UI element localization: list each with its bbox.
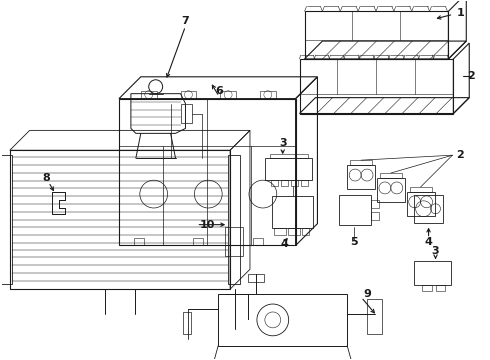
Text: 4: 4 [281, 239, 289, 249]
Bar [141, 91, 157, 99]
Bar [301, 228, 310, 235]
Bar [260, 91, 276, 99]
Bar [248, 274, 264, 282]
Bar [180, 104, 193, 123]
Bar [270, 154, 308, 158]
Text: 3: 3 [279, 138, 287, 148]
Text: 10: 10 [199, 220, 215, 230]
Text: 8: 8 [43, 173, 50, 183]
Bar [300, 180, 308, 186]
Text: 4: 4 [425, 237, 433, 247]
Bar [436, 285, 445, 291]
Bar [421, 285, 432, 291]
Bar [414, 261, 451, 285]
Text: 3: 3 [432, 247, 440, 256]
Bar [414, 195, 443, 223]
Bar [380, 173, 402, 178]
Bar [371, 212, 379, 220]
Text: 5: 5 [350, 237, 358, 247]
Bar [288, 228, 299, 235]
Bar [180, 91, 196, 99]
Bar [339, 195, 371, 225]
Bar [0, 155, 12, 284]
Bar [265, 158, 313, 180]
Bar [134, 238, 144, 246]
Text: 6: 6 [215, 86, 223, 96]
Text: 9: 9 [363, 289, 371, 299]
Bar [291, 180, 297, 186]
Text: 1: 1 [457, 8, 464, 18]
Bar [350, 160, 372, 165]
Bar [272, 196, 314, 228]
Bar [119, 99, 295, 246]
Bar [253, 238, 263, 246]
Text: 7: 7 [182, 16, 189, 26]
Bar [410, 187, 432, 192]
Bar [10, 150, 230, 289]
Bar [228, 155, 240, 284]
Bar [220, 91, 236, 99]
Bar [407, 192, 435, 216]
Text: 2: 2 [467, 71, 475, 81]
Bar [194, 238, 203, 246]
Bar [347, 165, 375, 189]
Bar [371, 200, 379, 208]
Bar [183, 312, 192, 334]
Text: 2: 2 [457, 150, 464, 160]
Bar [271, 180, 278, 186]
Bar [305, 11, 448, 59]
Bar [281, 180, 288, 186]
Bar [218, 294, 347, 346]
Bar [274, 228, 286, 235]
Bar [299, 59, 453, 113]
Bar [367, 299, 382, 334]
Bar [377, 178, 405, 202]
Bar [225, 227, 243, 256]
